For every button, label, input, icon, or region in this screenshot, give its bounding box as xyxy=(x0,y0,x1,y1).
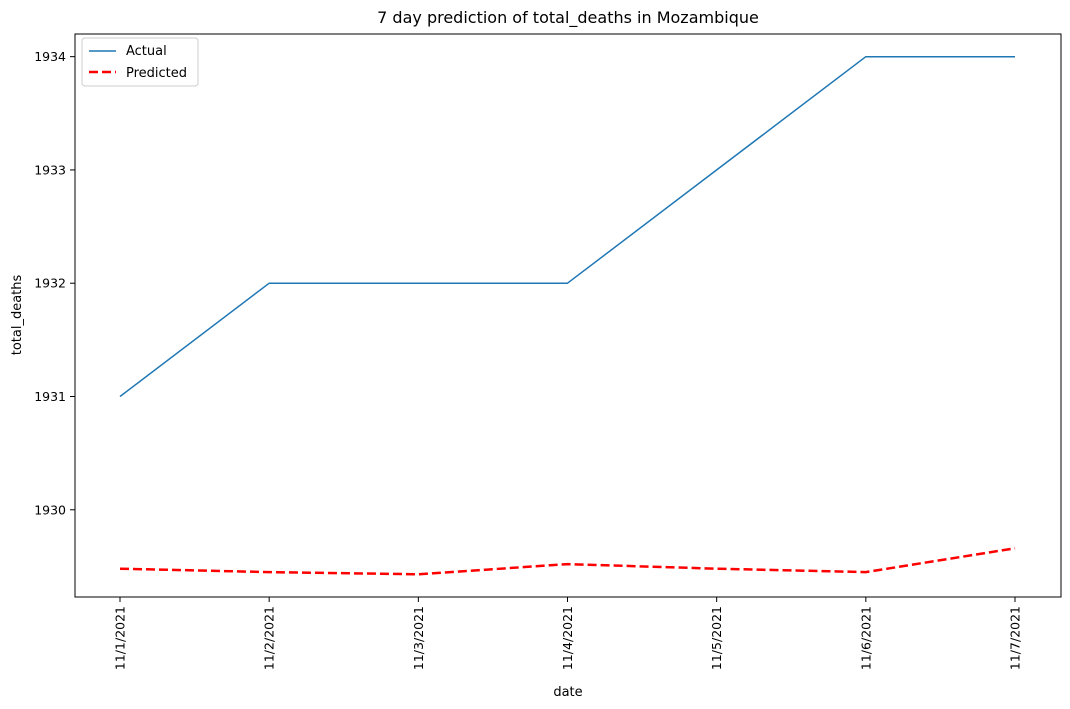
x-tick-label: 11/5/2021 xyxy=(709,606,724,670)
x-tick-label: 11/6/2021 xyxy=(858,606,873,670)
x-tick-label: 11/7/2021 xyxy=(1008,606,1023,670)
x-tick-label: 11/4/2021 xyxy=(560,606,575,670)
y-tick-label: 1932 xyxy=(34,276,66,291)
x-axis: 11/1/2021 11/2/2021 11/3/2021 11/4/2021 11/5… xyxy=(113,597,1023,670)
y-tick-label: 1933 xyxy=(34,162,66,177)
x-axis-label: date xyxy=(553,685,582,700)
x-tick-label: 11/2/2021 xyxy=(262,606,277,670)
series-layer xyxy=(119,55,1016,576)
y-axis-label: total_deaths xyxy=(10,275,25,356)
y-axis: 1930 1931 1932 1933 1934 xyxy=(34,49,75,517)
y-tick-label: 1930 xyxy=(34,502,66,517)
legend-label-predicted: Predicted xyxy=(126,66,187,81)
plot-area xyxy=(74,33,1062,598)
x-tick-label: 11/1/2021 xyxy=(113,606,128,670)
chart-title: 7 day prediction of total_deaths in Moza… xyxy=(377,8,759,28)
y-tick-label: 1934 xyxy=(34,49,66,64)
legend-box xyxy=(81,37,199,87)
legend: Actual Predicted xyxy=(81,37,199,87)
series-line-actual xyxy=(119,55,1015,398)
series-line-predicted xyxy=(119,547,1016,576)
legend-label-actual: Actual xyxy=(126,44,167,59)
x-tick-label: 11/3/2021 xyxy=(411,606,426,670)
y-tick-label: 1931 xyxy=(34,389,66,404)
